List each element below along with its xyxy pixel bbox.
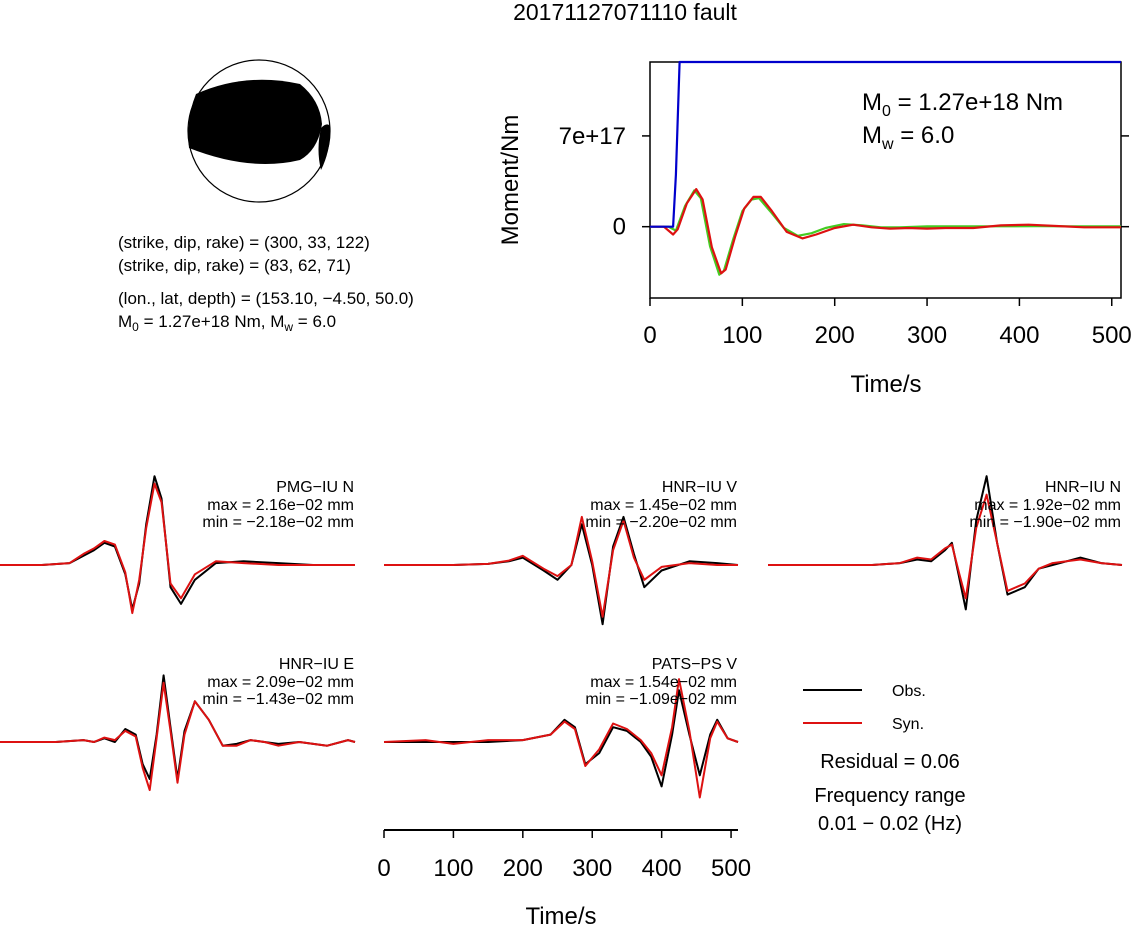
moment-line-mw: 6.0 [312, 312, 336, 331]
moment-annotation-mw-value: 6.0 [921, 122, 954, 149]
waveform-x-tick-label: 500 [711, 855, 751, 882]
legend-obs-label: Obs. [892, 683, 926, 700]
moment-annotation-m0-value: 1.27e+18 Nm [918, 89, 1063, 116]
waveform-station-label: HNR−IU E [279, 656, 354, 673]
waveform-synthetic [0, 482, 355, 615]
waveform-station-label: HNR−IU V [662, 479, 737, 496]
moment-x-axis-label: Time/s [850, 371, 921, 398]
waveform-station-label: PMG−IU N [276, 479, 354, 496]
waveform-x-tick-label: 100 [433, 855, 473, 882]
waveform-max-label: max = 1.92e−02 mm [974, 497, 1121, 514]
waveform-max-label: max = 2.09e−02 mm [207, 674, 354, 691]
residual-text: Residual = 0.06 [820, 751, 960, 773]
figure-title: 20171127071110 fault [513, 0, 737, 25]
legend: Obs. Syn. Residual = 0.06 Frequency rang… [803, 683, 966, 835]
waveform-min-label: min = −1.90e−02 mm [969, 514, 1121, 531]
waveform-synthetic [0, 681, 356, 792]
moment-x-tick-label: 0 [643, 322, 656, 349]
moment-y-axis-label: Moment/Nm [497, 115, 524, 246]
moment-annotation-mw: Mw = 6.0 [862, 122, 954, 153]
moment-x-tick-label: 200 [815, 322, 855, 349]
waveform-x-tick-label: 400 [642, 855, 682, 882]
moment-x-tick-label: 400 [999, 322, 1039, 349]
frequency-range-label: Frequency range [814, 785, 965, 807]
focal-plane-1: (strike, dip, rake) = (300, 33, 122) [118, 233, 370, 252]
moment-annotation-m0: M0 = 1.27e+18 Nm [862, 89, 1063, 120]
waveform-station-label: PATS−PS V [652, 656, 738, 673]
waveform-min-label: min = −2.18e−02 mm [202, 514, 354, 531]
moment-x-tick-label: 500 [1092, 322, 1132, 349]
waveform-observed [384, 515, 739, 626]
moment-series-group [650, 60, 1121, 276]
legend-syn-label: Syn. [892, 716, 924, 733]
moment-x-tick-label: 300 [907, 322, 947, 349]
waveform-x-tick-label: 200 [503, 855, 543, 882]
waveform-synthetic [383, 678, 739, 799]
waveform-min-label: min = −2.20e−02 mm [585, 514, 737, 531]
waveform-min-label: min = −1.09e−02 mm [585, 691, 737, 708]
waveform-max-label: max = 2.16e−02 mm [207, 497, 354, 514]
beachball-compressional-sliver [318, 124, 331, 170]
frequency-range-value: 0.01 − 0.02 (Hz) [818, 813, 962, 835]
moment-line: M0 = 1.27e+18 Nm, Mw = 6.0 [118, 312, 336, 334]
waveform-synthetic [768, 493, 1123, 600]
moment-y-tick-label: 7e+17 [559, 123, 626, 150]
beachball [187, 59, 331, 203]
moment-ticks-group: 0 100 200 300 400 500 0 7e+17 [559, 123, 1132, 349]
waveform-synthetic [384, 515, 738, 618]
moment-series-moment-rate-green [650, 189, 1121, 276]
focal-plane-2: (strike, dip, rake) = (83, 62, 71) [118, 256, 351, 275]
moment-line-m0: 1.27e+18 Nm [158, 312, 261, 331]
moment-y-tick-label: 0 [613, 214, 626, 241]
moment-series-cumulative-moment [650, 60, 1121, 228]
waveform-x-axis-label: Time/s [525, 903, 596, 927]
waveform-max-label: max = 1.54e−02 mm [590, 674, 737, 691]
moment-series-moment-rate-red [650, 188, 1121, 275]
beachball-compressional-main [188, 79, 322, 164]
hypocenter-line: (lon., lat, depth) = (153.10, −4.50, 50.… [118, 289, 414, 308]
waveform-x-tick-label: 0 [377, 855, 390, 882]
moment-x-tick-label: 100 [722, 322, 762, 349]
waveform-max-label: max = 1.45e−02 mm [590, 497, 737, 514]
waveform-min-label: min = −1.43e−02 mm [202, 691, 354, 708]
waveform-x-tick-label: 300 [572, 855, 612, 882]
waveform-time-axis: Time/s 0 100 200 300 400 500 [377, 829, 751, 927]
waveform-station-label: HNR−IU N [1045, 479, 1121, 496]
